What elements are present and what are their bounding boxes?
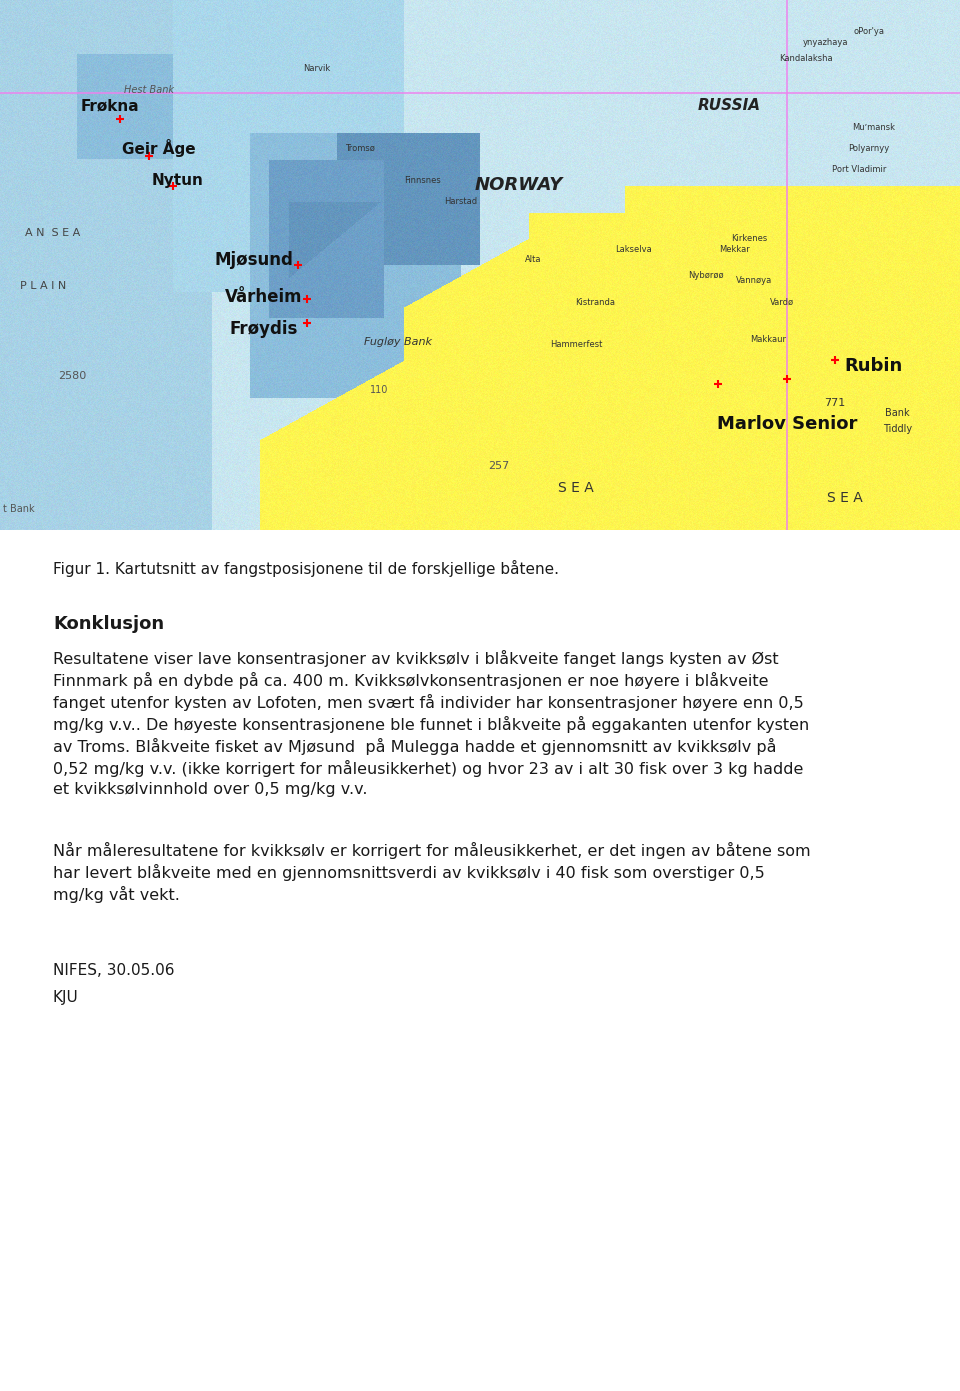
Text: 110: 110 xyxy=(370,384,389,395)
Text: Geir Åge: Geir Åge xyxy=(122,139,195,157)
Text: Frøydis: Frøydis xyxy=(229,320,299,338)
Text: Vannøya: Vannøya xyxy=(735,277,772,285)
Text: et kvikksølvinnhold over 0,5 mg/kg v.v.: et kvikksølvinnhold over 0,5 mg/kg v.v. xyxy=(53,782,368,797)
Text: Nytun: Nytun xyxy=(152,172,204,188)
Text: KJU: KJU xyxy=(53,990,79,1006)
Text: 257: 257 xyxy=(489,462,510,472)
Text: Hammerfest: Hammerfest xyxy=(550,339,602,349)
Text: Polyarnyy: Polyarnyy xyxy=(849,143,889,153)
Text: Finnmark på en dybde på ca. 400 m. Kvikksølvkonsentrasjonen er noe høyere i blåk: Finnmark på en dybde på ca. 400 m. Kvikk… xyxy=(53,672,769,689)
Text: P L A I N: P L A I N xyxy=(20,281,66,291)
Text: Kistranda: Kistranda xyxy=(575,298,615,306)
Text: Hest Bank: Hest Bank xyxy=(124,85,174,95)
Text: mg/kg v.v.. De høyeste konsentrasjonene ble funnet i blåkveite på eggakanten ute: mg/kg v.v.. De høyeste konsentrasjonene … xyxy=(53,716,809,733)
Text: Frøkna: Frøkna xyxy=(81,99,140,114)
Text: Tromsø: Tromsø xyxy=(345,143,375,153)
Text: har levert blåkveite med en gjennomsnittsverdi av kvikksølv i 40 fisk som overst: har levert blåkveite med en gjennomsnitt… xyxy=(53,864,765,881)
Text: NIFES, 30.05.06: NIFES, 30.05.06 xyxy=(53,963,175,978)
Text: Vardø: Vardø xyxy=(770,298,795,306)
Text: A N  S E A: A N S E A xyxy=(25,228,81,238)
Text: Konklusjon: Konklusjon xyxy=(53,615,164,633)
Text: Makkaur: Makkaur xyxy=(750,335,786,344)
Text: Alta: Alta xyxy=(524,255,541,264)
Text: RUSSIA: RUSSIA xyxy=(698,99,761,114)
Text: Resultatene viser lave konsentrasjoner av kvikksølv i blåkveite fanget langs kys: Resultatene viser lave konsentrasjoner a… xyxy=(53,650,779,668)
Text: Nybørøø: Nybørøø xyxy=(687,271,724,280)
Text: Marlov Senior: Marlov Senior xyxy=(717,415,857,433)
Text: Mjøsund: Mjøsund xyxy=(215,250,294,268)
Text: mg/kg våt vekt.: mg/kg våt vekt. xyxy=(53,886,180,903)
Text: Lakselva: Lakselva xyxy=(615,245,652,253)
Text: Kandalaksha: Kandalaksha xyxy=(780,54,833,63)
Text: 0,52 mg/kg v.v. (ikke korrigert for måleusikkerhet) og hvor 23 av i alt 30 fisk : 0,52 mg/kg v.v. (ikke korrigert for måle… xyxy=(53,759,804,778)
Text: Tiddly: Tiddly xyxy=(883,424,912,434)
Text: Figur 1. Kartutsnitt av fangstposisjonene til de forskjellige båtene.: Figur 1. Kartutsnitt av fangstposisjonen… xyxy=(53,561,559,577)
Text: Fugløy Bank: Fugløy Bank xyxy=(365,337,432,346)
Text: Bank: Bank xyxy=(885,409,910,419)
Text: Harstad: Harstad xyxy=(444,198,477,206)
Text: av Troms. Blåkveite fisket av Mjøsund  på Mulegga hadde et gjennomsnitt av kvikk: av Troms. Blåkveite fisket av Mjøsund på… xyxy=(53,739,777,755)
Text: Vårheim: Vårheim xyxy=(226,288,302,306)
Text: Finnsnes: Finnsnes xyxy=(404,175,441,185)
Text: 2580: 2580 xyxy=(58,371,86,381)
Text: S E A: S E A xyxy=(558,481,594,495)
Text: Kirkenes: Kirkenes xyxy=(731,234,767,243)
Text: Port Vladimir: Port Vladimir xyxy=(832,166,886,174)
Text: Muʼmansk: Muʼmansk xyxy=(852,122,895,132)
Text: fanget utenfor kysten av Lofoten, men svært få individer har konsentrasjoner høy: fanget utenfor kysten av Lofoten, men sv… xyxy=(53,694,804,711)
Text: Rubin: Rubin xyxy=(845,356,902,374)
Text: NORWAY: NORWAY xyxy=(474,177,563,195)
Text: ynyazhaya: ynyazhaya xyxy=(803,38,849,47)
Text: S E A: S E A xyxy=(827,491,863,505)
Text: oPor'ya: oPor'ya xyxy=(853,28,884,36)
Text: Når måleresultatene for kvikksølv er korrigert for måleusikkerhet, er det ingen : Når måleresultatene for kvikksølv er kor… xyxy=(53,842,810,860)
Text: t Bank: t Bank xyxy=(4,504,35,513)
Text: Narvik: Narvik xyxy=(303,64,330,74)
Text: Mekkar: Mekkar xyxy=(719,245,750,253)
Text: 771: 771 xyxy=(825,398,846,408)
